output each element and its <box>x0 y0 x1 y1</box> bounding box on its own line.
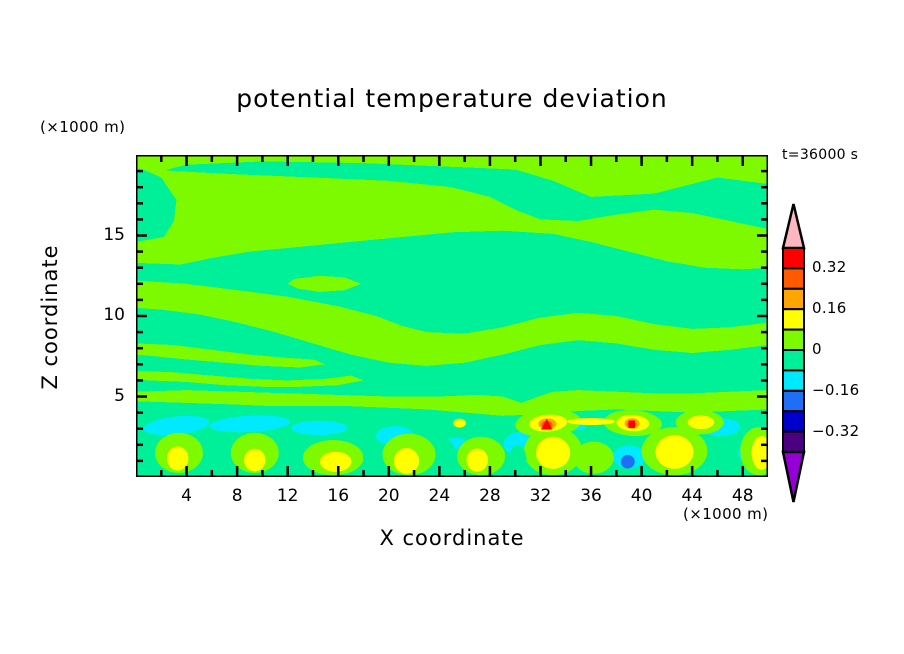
x-tick-label: 40 <box>630 486 653 506</box>
contour-band-mid-pos <box>136 166 768 270</box>
cool-intrusion-2 <box>282 439 303 477</box>
contour-filament-b <box>136 370 364 387</box>
x-axis-units-label: (×1000 m) <box>683 505 769 523</box>
warm-core-3 <box>319 451 352 472</box>
x-tick-label: 24 <box>428 486 451 506</box>
warm-plume-7 <box>573 441 614 474</box>
warm-core-5 <box>466 448 488 472</box>
y-tick-label: 10 <box>103 305 125 325</box>
hot-core-red-b <box>628 420 635 429</box>
x-tick-label: 28 <box>479 486 501 506</box>
contour-band-bl-top <box>136 390 768 416</box>
colorbar-swatch <box>782 267 805 290</box>
hot-core-red-a <box>541 418 553 430</box>
cool-intrusion-4 <box>435 439 456 477</box>
colorbar-swatch <box>782 247 805 270</box>
colorbar-tick-label: −0.32 <box>812 421 860 440</box>
cool-patch-1 <box>143 416 210 435</box>
x-tick-label: 12 <box>276 486 299 506</box>
y-axis-units-label: (×1000 m) <box>40 118 126 136</box>
x-tick-label: 36 <box>580 486 602 506</box>
warm-core-9 <box>687 415 715 430</box>
warm-core-2 <box>244 448 266 472</box>
warm-core-1 <box>167 446 189 471</box>
time-annotation: t=36000 s <box>782 147 859 163</box>
colorbar-swatch <box>782 328 805 351</box>
x-tick-label: 8 <box>231 486 243 506</box>
x-tick-label: 48 <box>731 486 754 506</box>
cool-intrusion-5 <box>508 444 527 477</box>
colorbar-swatch <box>782 369 805 392</box>
warm-core-10 <box>453 418 466 428</box>
warm-core-7 <box>655 435 694 469</box>
contour-band-slant-pos <box>136 280 768 366</box>
cool-intrusion-6 <box>711 437 734 477</box>
colorbar-swatch <box>782 410 805 433</box>
colorbar-swatch <box>782 308 805 331</box>
contour-filament-c <box>287 275 361 292</box>
warm-core-6 <box>536 436 571 469</box>
colorbar-over-arrow <box>781 203 806 250</box>
x-axis-title: X coordinate <box>379 526 525 550</box>
colorbar-tick-label: 0.16 <box>812 299 847 318</box>
y-tick-label: 15 <box>103 224 125 245</box>
x-tick-label: 44 <box>681 486 703 506</box>
y-tick-label: 5 <box>114 385 125 406</box>
cool-intrusion-3 <box>362 436 382 476</box>
contour-fill-layer <box>136 155 768 477</box>
cool-patch-2 <box>209 415 291 433</box>
colorbar-swatch <box>782 389 805 413</box>
y-axis-title: Z coordinate <box>38 244 62 390</box>
colorbar-swatch <box>782 287 805 311</box>
colorbar-tick-label: 0.32 <box>812 258 847 277</box>
colorbar <box>781 203 806 503</box>
contour-plot-area <box>136 155 768 477</box>
colorbar-swatch <box>782 349 805 372</box>
contour-filament-a <box>136 343 326 368</box>
cold-core-1 <box>620 454 635 469</box>
colorbar-tick-label: 0 <box>812 340 822 358</box>
colorbar-tick-label: −0.16 <box>812 380 860 399</box>
x-tick-label: 32 <box>529 486 552 506</box>
contour-band-upper-pos <box>136 155 768 197</box>
warm-streak <box>567 418 615 425</box>
x-tick-label: 4 <box>181 486 192 506</box>
colorbar-swatch <box>782 430 805 454</box>
colorbar-under-arrow <box>781 450 806 503</box>
cool-patch-3 <box>291 420 348 436</box>
warm-core-4 <box>393 448 420 474</box>
x-tick-label: 20 <box>377 486 400 506</box>
chart-title: potential temperature deviation <box>236 84 668 113</box>
axis-ticks <box>136 155 768 477</box>
cool-intrusion-1 <box>204 437 227 477</box>
x-tick-label: 16 <box>327 486 350 506</box>
